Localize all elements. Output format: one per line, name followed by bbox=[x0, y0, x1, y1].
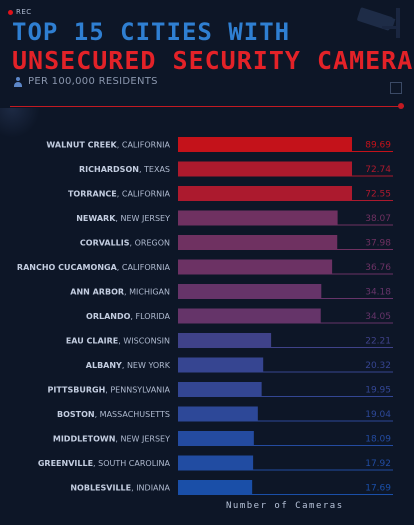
category-label: RANCHO CUCAMONGA, CALIFORNIA bbox=[17, 263, 171, 272]
bar bbox=[178, 480, 253, 494]
chart-subtitle: PER 100,000 RESIDENTS bbox=[14, 76, 158, 87]
category-label: GREENVILLE, SOUTH CAROLINA bbox=[38, 459, 171, 468]
bar bbox=[178, 186, 352, 200]
bar bbox=[178, 235, 338, 249]
bar bbox=[178, 308, 321, 323]
expand-icon bbox=[390, 82, 402, 94]
value-label: 89.69 bbox=[365, 141, 391, 151]
x-axis-label: Number of Cameras bbox=[226, 501, 344, 511]
chart-title-line-1: TOP 15 CITIES WITH bbox=[12, 18, 291, 46]
bar bbox=[178, 431, 254, 445]
rec-label: REC bbox=[16, 8, 32, 16]
security-camera-icon bbox=[357, 7, 400, 38]
category-label: MIDDLETOWN, NEW JERSEY bbox=[53, 435, 170, 444]
chart-title-line-2: UNSECURED SECURITY CAMERAS bbox=[12, 46, 414, 75]
value-label: 36.76 bbox=[365, 263, 391, 273]
value-label: 17.69 bbox=[365, 484, 391, 494]
category-label: BOSTON, MASSACHUSETTS bbox=[57, 410, 170, 419]
value-label: 34.18 bbox=[365, 288, 391, 298]
category-label: ORLANDO, FLORIDA bbox=[86, 312, 170, 321]
bar bbox=[178, 210, 338, 225]
bar bbox=[178, 455, 254, 470]
bar bbox=[178, 333, 272, 347]
subtitle-text: PER 100,000 RESIDENTS bbox=[28, 76, 158, 87]
header-divider-dot bbox=[398, 103, 404, 109]
category-label: CORVALLIS, OREGON bbox=[80, 239, 170, 248]
category-label: NEWARK, NEW JERSEY bbox=[76, 214, 170, 223]
bar bbox=[178, 406, 258, 421]
bar bbox=[178, 382, 262, 396]
value-label: 22.21 bbox=[365, 337, 391, 347]
value-label: 38.07 bbox=[365, 214, 391, 224]
category-label: ANN ARBOR, MICHIGAN bbox=[70, 288, 170, 297]
bar bbox=[178, 284, 322, 298]
rec-indicator: REC bbox=[8, 8, 32, 16]
bar bbox=[178, 137, 352, 151]
category-label: ALBANY, NEW YORK bbox=[86, 361, 171, 370]
header-divider bbox=[10, 106, 404, 107]
value-label: 19.95 bbox=[365, 386, 391, 396]
value-label: 72.74 bbox=[365, 165, 391, 175]
person-icon bbox=[14, 76, 22, 87]
bar bbox=[178, 161, 352, 176]
bar bbox=[178, 259, 333, 274]
bar bbox=[178, 357, 264, 372]
value-label: 20.32 bbox=[365, 361, 391, 371]
value-label: 18.09 bbox=[365, 435, 391, 445]
category-label: NOBLESVILLE, INDIANA bbox=[70, 484, 170, 493]
category-label: TORRANCE, CALIFORNIA bbox=[68, 190, 171, 199]
value-label: 17.92 bbox=[365, 459, 391, 469]
value-label: 72.55 bbox=[365, 190, 391, 200]
category-label: RICHARDSON, TEXAS bbox=[79, 165, 170, 174]
rec-dot-icon bbox=[8, 9, 13, 15]
category-label: PITTSBURGH, PENNSYLVANIA bbox=[48, 386, 171, 395]
category-label: WALNUT CREEK, CALIFORNIA bbox=[46, 141, 170, 150]
value-label: 19.04 bbox=[365, 410, 391, 420]
category-label: EAU CLAIRE, WISCONSIN bbox=[66, 337, 170, 346]
value-label: 37.98 bbox=[365, 239, 391, 249]
shadow-decoration bbox=[0, 108, 40, 138]
value-label: 34.05 bbox=[365, 312, 391, 322]
